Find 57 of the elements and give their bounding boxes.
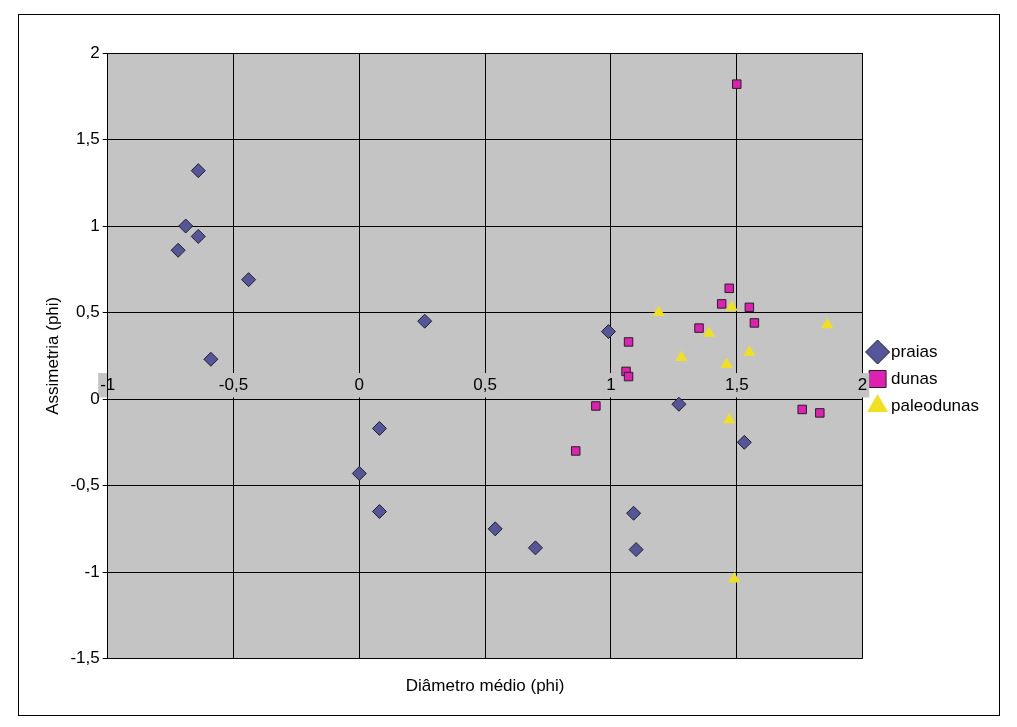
point	[815, 408, 825, 418]
point	[203, 351, 219, 367]
point	[675, 350, 688, 362]
y-axis-title: Assimetria (phi)	[42, 296, 62, 415]
legend-label: paleodunas	[891, 395, 980, 415]
point	[732, 79, 742, 89]
point	[178, 218, 194, 234]
point	[371, 504, 387, 520]
point	[724, 283, 734, 294]
point	[626, 505, 642, 521]
point	[351, 465, 367, 481]
point	[623, 337, 634, 347]
point	[743, 345, 756, 356]
x-tick-label: 2	[857, 374, 868, 394]
point	[417, 313, 433, 329]
point	[716, 299, 727, 309]
y-tick-label: -1,5	[70, 648, 100, 668]
point	[600, 324, 616, 340]
point	[190, 163, 206, 179]
point	[487, 521, 503, 537]
point	[749, 318, 760, 328]
point	[623, 371, 634, 382]
x-tick-label: 0,5	[473, 374, 497, 394]
x-axis-title: Diâmetro médio (phi)	[405, 676, 565, 696]
y-tick-label: 2	[90, 42, 100, 62]
y-tick-label: 1,5	[76, 129, 100, 149]
point	[570, 446, 581, 456]
point	[628, 542, 644, 558]
point	[671, 396, 687, 412]
point	[241, 272, 257, 288]
point	[725, 300, 738, 311]
point	[190, 228, 206, 244]
y-tick-label: 1	[90, 215, 100, 235]
point	[694, 323, 704, 333]
point	[797, 404, 807, 415]
point	[744, 302, 755, 313]
y-tick-label: -1	[84, 561, 100, 581]
point	[736, 434, 752, 450]
x-tick-label: 1,5	[724, 374, 749, 394]
point	[591, 401, 601, 411]
point	[723, 412, 736, 424]
point	[728, 572, 741, 583]
point	[703, 326, 716, 337]
point	[821, 317, 834, 329]
y-tick-label: 0,5	[76, 302, 100, 322]
x-tick-label: -0,5	[218, 374, 249, 394]
y-tick-label: 0	[90, 388, 100, 408]
point	[720, 357, 733, 368]
point	[170, 242, 186, 258]
y-tick-label: -0,5	[70, 475, 100, 495]
x-tick-label: 1	[606, 374, 616, 394]
legend-label: praias	[891, 341, 938, 361]
point	[371, 420, 387, 436]
point	[527, 540, 543, 556]
legend-label: dunas	[891, 368, 938, 388]
point	[652, 305, 665, 317]
x-tick-label: 0	[354, 374, 365, 394]
